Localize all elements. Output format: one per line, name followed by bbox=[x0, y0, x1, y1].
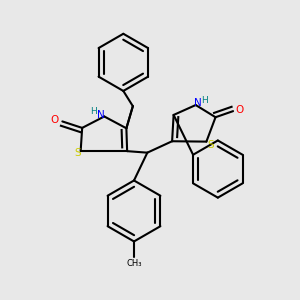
Text: S: S bbox=[74, 148, 81, 158]
Text: H: H bbox=[90, 107, 97, 116]
Text: N: N bbox=[194, 98, 202, 108]
Text: O: O bbox=[236, 105, 244, 115]
Text: S: S bbox=[207, 140, 214, 150]
Text: H: H bbox=[201, 96, 208, 105]
Text: O: O bbox=[51, 115, 59, 125]
Text: CH₃: CH₃ bbox=[126, 259, 142, 268]
Text: N: N bbox=[98, 110, 105, 120]
